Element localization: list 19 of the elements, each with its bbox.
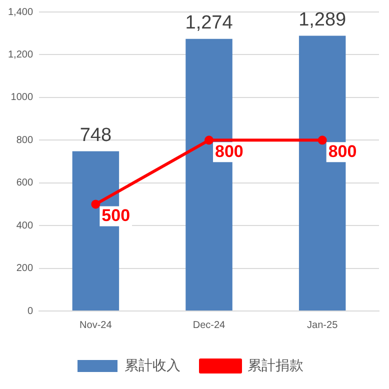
- legend-label: 累計收入: [124, 356, 180, 373]
- x-tick-label: Dec-24: [192, 320, 226, 331]
- y-tick-label: 800: [16, 134, 34, 146]
- data-label: 1,289: [298, 9, 346, 30]
- y-tick-label: 600: [16, 178, 34, 189]
- y-tick-label: 1,200: [8, 49, 34, 60]
- x-tick-label: Nov-24: [80, 320, 112, 331]
- x-tick-label: Jan-25: [307, 320, 338, 331]
- y-tick-label: 400: [16, 220, 34, 232]
- data-label: 800: [328, 142, 357, 161]
- y-tick-label: 1000: [10, 92, 34, 104]
- legend-label: 累計捐款: [248, 356, 304, 373]
- y-tick-label: 200: [16, 263, 34, 274]
- data-label: 1,274: [185, 12, 234, 34]
- data-label: 748: [80, 124, 112, 146]
- y-tick-label: 0: [27, 306, 34, 317]
- data-label: 500: [102, 206, 130, 225]
- data-label: 800: [215, 142, 244, 161]
- y-tick-label: 1,400: [8, 6, 34, 18]
